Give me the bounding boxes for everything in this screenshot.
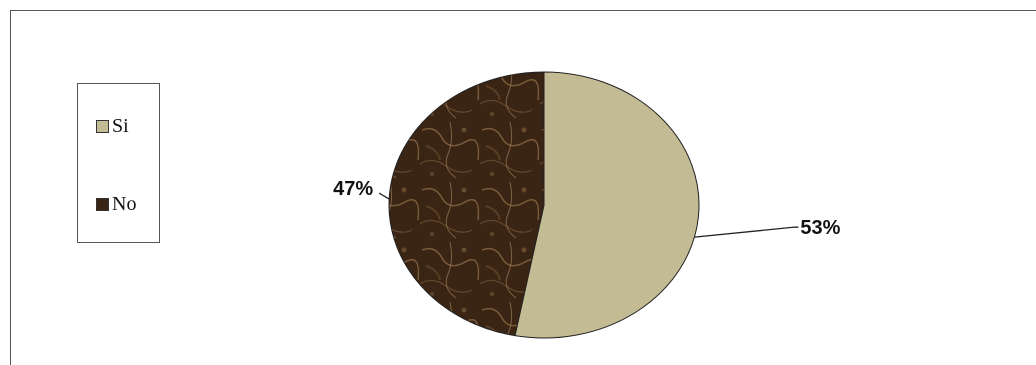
legend-item-no: No xyxy=(96,192,136,216)
legend-swatch-no xyxy=(96,197,109,211)
legend-swatch-si xyxy=(96,119,109,133)
data-label-si: 53% xyxy=(800,217,840,239)
legend-item-si: Si xyxy=(96,114,129,138)
legend: Si No xyxy=(77,83,160,243)
pie-slice-no xyxy=(388,71,545,337)
data-label-no: 47% xyxy=(333,178,373,200)
legend-label-si: Si xyxy=(112,114,129,137)
leader-line-si xyxy=(694,226,799,238)
pie-slice-si xyxy=(514,71,700,339)
legend-label-no: No xyxy=(112,192,137,215)
leader-line-no xyxy=(378,192,390,200)
chart-frame xyxy=(10,10,1036,365)
